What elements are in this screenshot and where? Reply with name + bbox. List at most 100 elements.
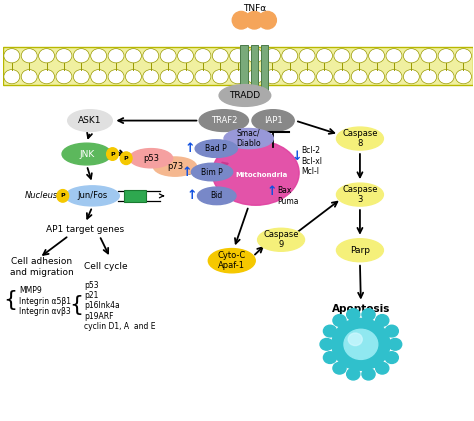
- Circle shape: [403, 49, 419, 63]
- Circle shape: [320, 338, 333, 350]
- Circle shape: [317, 49, 332, 63]
- Circle shape: [126, 49, 141, 63]
- Circle shape: [438, 49, 454, 63]
- Ellipse shape: [65, 186, 119, 206]
- Text: {: {: [3, 290, 17, 310]
- Text: p53
p21
p16Ink4a
p19ARF
cyclin D1, A  and E: p53 p21 p16Ink4a p19ARF cyclin D1, A and…: [84, 280, 156, 331]
- Ellipse shape: [258, 11, 276, 29]
- Text: Cell cycle: Cell cycle: [84, 262, 128, 272]
- Circle shape: [369, 49, 384, 63]
- Text: Mitochondria: Mitochondria: [235, 172, 287, 178]
- Circle shape: [212, 69, 228, 84]
- Circle shape: [376, 314, 389, 326]
- Circle shape: [386, 69, 402, 84]
- Text: Apoptosis: Apoptosis: [332, 304, 390, 314]
- Circle shape: [108, 49, 124, 63]
- Ellipse shape: [224, 128, 273, 149]
- Ellipse shape: [191, 163, 233, 181]
- Text: ↑: ↑: [187, 189, 197, 203]
- Circle shape: [332, 318, 390, 370]
- Circle shape: [247, 49, 263, 63]
- FancyBboxPatch shape: [261, 45, 268, 92]
- Circle shape: [108, 69, 124, 84]
- Ellipse shape: [232, 11, 250, 29]
- Circle shape: [348, 333, 362, 346]
- Circle shape: [282, 69, 298, 84]
- Circle shape: [344, 329, 378, 360]
- Circle shape: [160, 69, 176, 84]
- Circle shape: [456, 69, 472, 84]
- Ellipse shape: [62, 143, 111, 165]
- Text: TNFα: TNFα: [243, 4, 266, 13]
- Ellipse shape: [199, 110, 248, 131]
- Circle shape: [73, 49, 89, 63]
- Circle shape: [438, 69, 454, 84]
- Circle shape: [386, 49, 402, 63]
- Circle shape: [351, 49, 367, 63]
- Text: Nucleus: Nucleus: [25, 192, 58, 200]
- Ellipse shape: [129, 149, 173, 168]
- Circle shape: [264, 69, 280, 84]
- Ellipse shape: [219, 85, 271, 107]
- Ellipse shape: [195, 140, 237, 157]
- Text: Jun/Fos: Jun/Fos: [77, 192, 108, 200]
- Text: AP1 target genes: AP1 target genes: [46, 225, 124, 234]
- Ellipse shape: [154, 157, 197, 176]
- Ellipse shape: [337, 183, 383, 206]
- Circle shape: [143, 49, 159, 63]
- Circle shape: [333, 362, 346, 374]
- Circle shape: [403, 69, 419, 84]
- Text: p53: p53: [143, 154, 159, 163]
- Circle shape: [195, 69, 211, 84]
- Circle shape: [369, 69, 384, 84]
- Ellipse shape: [120, 152, 132, 165]
- Text: TRADD: TRADD: [229, 91, 261, 100]
- Circle shape: [56, 49, 72, 63]
- Text: Bid: Bid: [210, 192, 223, 200]
- Circle shape: [299, 69, 315, 84]
- Text: TRAF2: TRAF2: [210, 116, 237, 125]
- Text: ↑: ↑: [182, 165, 192, 179]
- Ellipse shape: [246, 11, 263, 29]
- Circle shape: [385, 325, 398, 337]
- Circle shape: [160, 49, 176, 63]
- Text: Caspase
3: Caspase 3: [342, 185, 378, 204]
- Circle shape: [346, 309, 360, 320]
- Circle shape: [21, 69, 37, 84]
- Circle shape: [178, 49, 193, 63]
- Ellipse shape: [212, 141, 299, 205]
- Text: P: P: [110, 152, 115, 157]
- Ellipse shape: [107, 148, 118, 160]
- Circle shape: [362, 368, 375, 380]
- Circle shape: [376, 362, 389, 374]
- Circle shape: [195, 49, 211, 63]
- Text: p73: p73: [167, 162, 183, 171]
- FancyBboxPatch shape: [124, 190, 146, 202]
- Circle shape: [4, 69, 20, 84]
- Text: MMP9
Integrin α5β1
Integrin αvβ3: MMP9 Integrin α5β1 Integrin αvβ3: [19, 286, 71, 316]
- Text: IAP1: IAP1: [264, 116, 283, 125]
- Text: {: {: [69, 295, 83, 314]
- Ellipse shape: [337, 239, 383, 262]
- Circle shape: [230, 69, 246, 84]
- Text: Bax
Puma: Bax Puma: [277, 186, 298, 205]
- Circle shape: [91, 69, 107, 84]
- Text: Caspase
9: Caspase 9: [264, 230, 299, 250]
- Text: Smac/
Diablo: Smac/ Diablo: [237, 129, 261, 148]
- Ellipse shape: [252, 110, 294, 131]
- Circle shape: [421, 49, 437, 63]
- Circle shape: [38, 69, 55, 84]
- Ellipse shape: [57, 189, 69, 202]
- Circle shape: [317, 69, 332, 84]
- Text: Cyto-C
Apaf-1: Cyto-C Apaf-1: [218, 251, 246, 270]
- Circle shape: [264, 49, 280, 63]
- Circle shape: [56, 69, 72, 84]
- Circle shape: [323, 352, 337, 363]
- Text: Cell adhesion
and migration: Cell adhesion and migration: [10, 257, 73, 277]
- Circle shape: [421, 69, 437, 84]
- Text: Bim P: Bim P: [201, 168, 223, 176]
- Circle shape: [282, 49, 298, 63]
- Text: ↑: ↑: [267, 185, 277, 198]
- Text: JNK: JNK: [79, 149, 94, 159]
- Text: Bcl-2
Bcl-xl
Mcl-I: Bcl-2 Bcl-xl Mcl-I: [301, 146, 322, 176]
